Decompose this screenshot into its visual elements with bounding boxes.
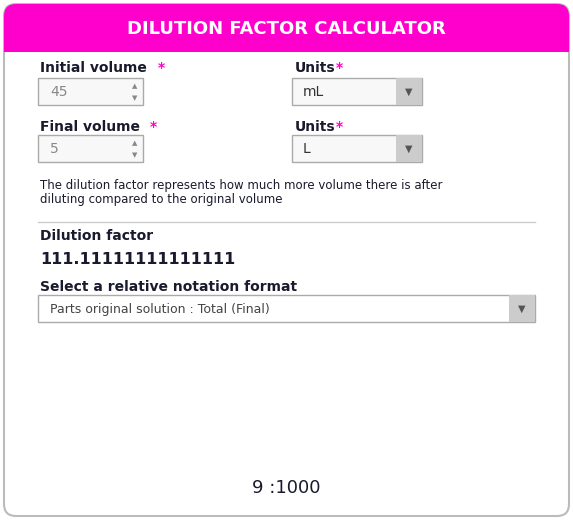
Text: 45: 45 bbox=[50, 85, 68, 99]
Text: diluting compared to the original volume: diluting compared to the original volume bbox=[40, 193, 282, 206]
Text: 111.11111111111111: 111.11111111111111 bbox=[40, 252, 236, 266]
Bar bbox=[509, 295, 535, 322]
Text: DILUTION FACTOR CALCULATOR: DILUTION FACTOR CALCULATOR bbox=[127, 20, 445, 38]
Text: *: * bbox=[150, 120, 157, 134]
Bar bbox=[292, 135, 422, 162]
Text: *: * bbox=[336, 61, 343, 75]
Text: 5: 5 bbox=[50, 142, 59, 156]
Text: Final volume: Final volume bbox=[40, 120, 140, 134]
FancyBboxPatch shape bbox=[4, 4, 569, 52]
Bar bbox=[292, 78, 422, 105]
Text: Initial volume: Initial volume bbox=[40, 61, 147, 75]
Bar bbox=[396, 78, 422, 105]
Text: *: * bbox=[158, 61, 165, 75]
Text: 9 :1000: 9 :1000 bbox=[252, 479, 320, 497]
Bar bbox=[396, 135, 422, 162]
Text: The dilution factor represents how much more volume there is after: The dilution factor represents how much … bbox=[40, 179, 442, 192]
Text: Parts original solution : Total (Final): Parts original solution : Total (Final) bbox=[50, 303, 270, 316]
Text: ▼: ▼ bbox=[405, 144, 413, 154]
Text: ▲: ▲ bbox=[132, 83, 138, 89]
Bar bbox=[38, 78, 143, 105]
Bar bbox=[38, 135, 143, 162]
Text: Dilution factor: Dilution factor bbox=[40, 229, 153, 243]
Text: ▼: ▼ bbox=[518, 304, 526, 314]
Text: Select a relative notation format: Select a relative notation format bbox=[40, 280, 297, 294]
Text: ▼: ▼ bbox=[132, 95, 138, 101]
Text: L: L bbox=[303, 142, 311, 156]
Text: Units: Units bbox=[295, 61, 336, 75]
FancyBboxPatch shape bbox=[4, 4, 569, 516]
Bar bbox=[4, 34, 569, 52]
Text: ▼: ▼ bbox=[132, 152, 138, 158]
Text: ▼: ▼ bbox=[405, 87, 413, 97]
Text: ▲: ▲ bbox=[132, 140, 138, 146]
Text: mL: mL bbox=[303, 85, 324, 99]
Text: *: * bbox=[336, 120, 343, 134]
Bar bbox=[38, 295, 535, 322]
Text: Units: Units bbox=[295, 120, 336, 134]
